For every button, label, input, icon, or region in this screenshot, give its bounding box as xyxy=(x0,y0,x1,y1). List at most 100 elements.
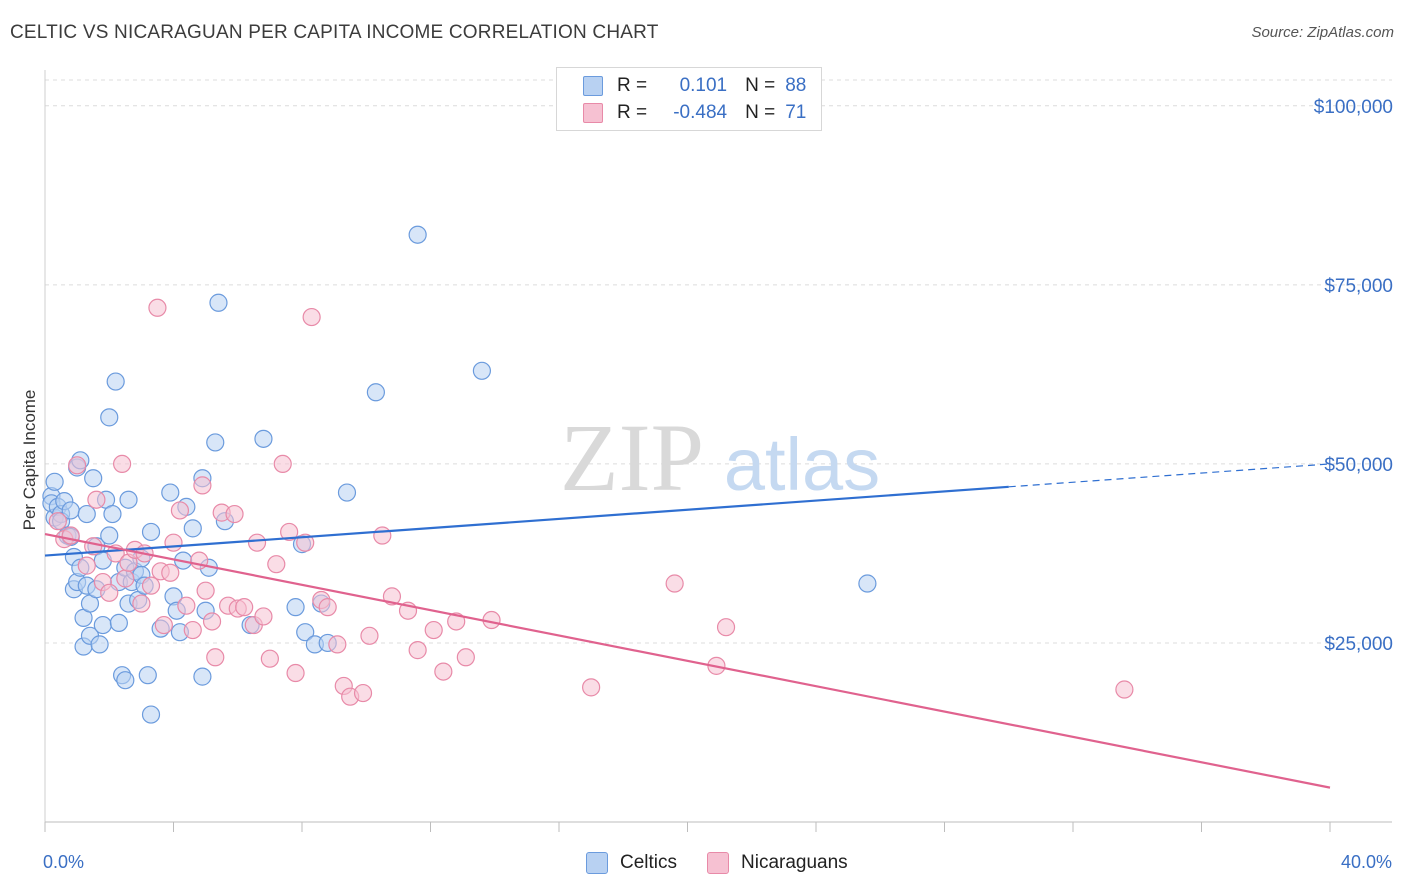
legend-n-label: N = xyxy=(745,102,776,123)
nicaraguans-point xyxy=(68,456,87,475)
nicaraguans-point xyxy=(424,620,443,640)
watermark-zip: ZIP xyxy=(560,404,704,511)
nicaraguans-point xyxy=(360,626,379,645)
legend-n-value: 88 xyxy=(785,75,807,96)
celtics-point xyxy=(109,613,128,632)
celtics-point xyxy=(286,598,305,617)
celtics-point xyxy=(472,361,491,380)
nicaraguans-point xyxy=(286,663,305,683)
nicaraguans-point xyxy=(353,683,373,703)
y-tick-label: $100,000 xyxy=(1314,97,1393,118)
x-tick-min: 0.0% xyxy=(43,852,85,872)
nicaraguans-point xyxy=(373,526,392,545)
celtics-point xyxy=(366,383,385,402)
nicaraguans-point xyxy=(716,618,736,637)
y-tick-label: $75,000 xyxy=(1324,276,1393,297)
watermark-atlas: atlas xyxy=(724,423,880,506)
nicaraguans-point xyxy=(1115,680,1134,699)
y-tick-label: $50,000 xyxy=(1324,455,1393,476)
x-tick-max: 40.0% xyxy=(1340,852,1392,872)
celtics-point xyxy=(858,574,877,593)
y-tick-labels: $25,000 $50,000 $75,000 $100,000 xyxy=(1314,97,1393,655)
nicaraguans-point xyxy=(302,307,321,327)
nicaraguans-point xyxy=(273,454,292,474)
legend-swatch-nicaraguans xyxy=(583,103,603,123)
nicaraguans-point xyxy=(154,615,173,635)
trend-lines xyxy=(44,463,1331,789)
series-name-nicaraguans: Nicaraguans xyxy=(741,852,848,873)
series-swatch-celtics xyxy=(586,852,608,874)
celtics-point xyxy=(77,504,96,524)
legend-swatch-celtics xyxy=(583,76,603,96)
series-legend-celtics: Celtics xyxy=(586,852,677,874)
celtics-point xyxy=(100,526,119,545)
nicaraguans-point xyxy=(235,598,254,617)
chart-title: CELTIC VS NICARAGUAN PER CAPITA INCOME C… xyxy=(10,22,659,43)
celtics-point xyxy=(93,615,112,635)
nicaraguans-point xyxy=(116,569,135,588)
gridlines xyxy=(45,79,1392,644)
nicaraguans-point xyxy=(267,555,286,574)
legend-r-label: R = xyxy=(617,75,648,96)
nicaraguans-point xyxy=(61,526,80,545)
nicaraguans-point xyxy=(456,648,475,667)
celtics-point xyxy=(116,671,135,690)
celtics-point xyxy=(193,667,212,686)
nicaraguans-point xyxy=(280,522,299,542)
celtics-point xyxy=(141,705,161,724)
nicaraguans-point xyxy=(170,501,190,520)
nicaraguans-point xyxy=(148,298,167,317)
celtics-point xyxy=(254,429,273,448)
celtics-point xyxy=(138,666,157,685)
data-points xyxy=(42,225,1134,724)
nicaraguans-trend-line xyxy=(44,533,1331,789)
nicaraguans-point xyxy=(112,454,132,474)
legend-r-value: -0.484 xyxy=(673,102,728,123)
celtics-point xyxy=(119,490,138,509)
nicaraguans-point xyxy=(132,594,151,613)
nicaraguans-point xyxy=(434,662,453,681)
nicaraguans-point xyxy=(318,598,337,617)
celtics-point xyxy=(408,225,427,244)
nicaraguans-point xyxy=(100,583,119,602)
nicaraguans-point xyxy=(225,504,244,524)
celtics-point xyxy=(161,483,180,502)
nicaraguans-point xyxy=(87,490,106,509)
nicaraguans-point xyxy=(141,576,161,595)
nicaraguans-point xyxy=(164,533,183,552)
nicaraguans-point xyxy=(447,612,466,631)
nicaraguans-point xyxy=(408,641,427,660)
celtics-point xyxy=(45,472,64,491)
series-legend-nicaraguans: Nicaraguans xyxy=(707,852,848,874)
celtics-point xyxy=(183,519,202,538)
celtics-point xyxy=(90,635,109,654)
celtics-point xyxy=(106,372,125,391)
nicaraguans-point xyxy=(196,581,215,600)
nicaraguans-point xyxy=(260,649,279,668)
nicaraguans-point xyxy=(665,574,684,593)
watermark: ZIP atlas xyxy=(560,404,880,511)
legend-n-label: N = xyxy=(745,75,776,96)
nicaraguans-point xyxy=(183,620,202,640)
celtics-point xyxy=(100,408,119,427)
celtics-trend-line-extension xyxy=(1008,463,1331,488)
nicaraguans-point xyxy=(77,556,96,575)
celtics-point xyxy=(296,623,315,642)
nicaraguans-point xyxy=(202,612,222,631)
series-name-celtics: Celtics xyxy=(620,852,678,873)
legend-row-celtics: R = 0.101 N = 88 xyxy=(583,73,806,99)
celtics-point xyxy=(141,522,161,542)
nicaraguans-point xyxy=(48,512,67,531)
legend-r-label: R = xyxy=(617,102,648,123)
nicaraguans-point xyxy=(161,563,180,582)
nicaraguans-point xyxy=(296,533,315,552)
celtics-trend-line xyxy=(44,485,1009,557)
nicaraguans-point xyxy=(193,476,212,495)
source-label: Source: ZipAtlas.com xyxy=(1251,24,1394,41)
celtics-point xyxy=(209,293,228,312)
celtics-point xyxy=(206,433,225,452)
legend-r-value: 0.101 xyxy=(679,75,728,96)
series-swatch-nicaraguans xyxy=(707,852,730,874)
series-legend: Celtics Nicaraguans xyxy=(586,852,878,874)
